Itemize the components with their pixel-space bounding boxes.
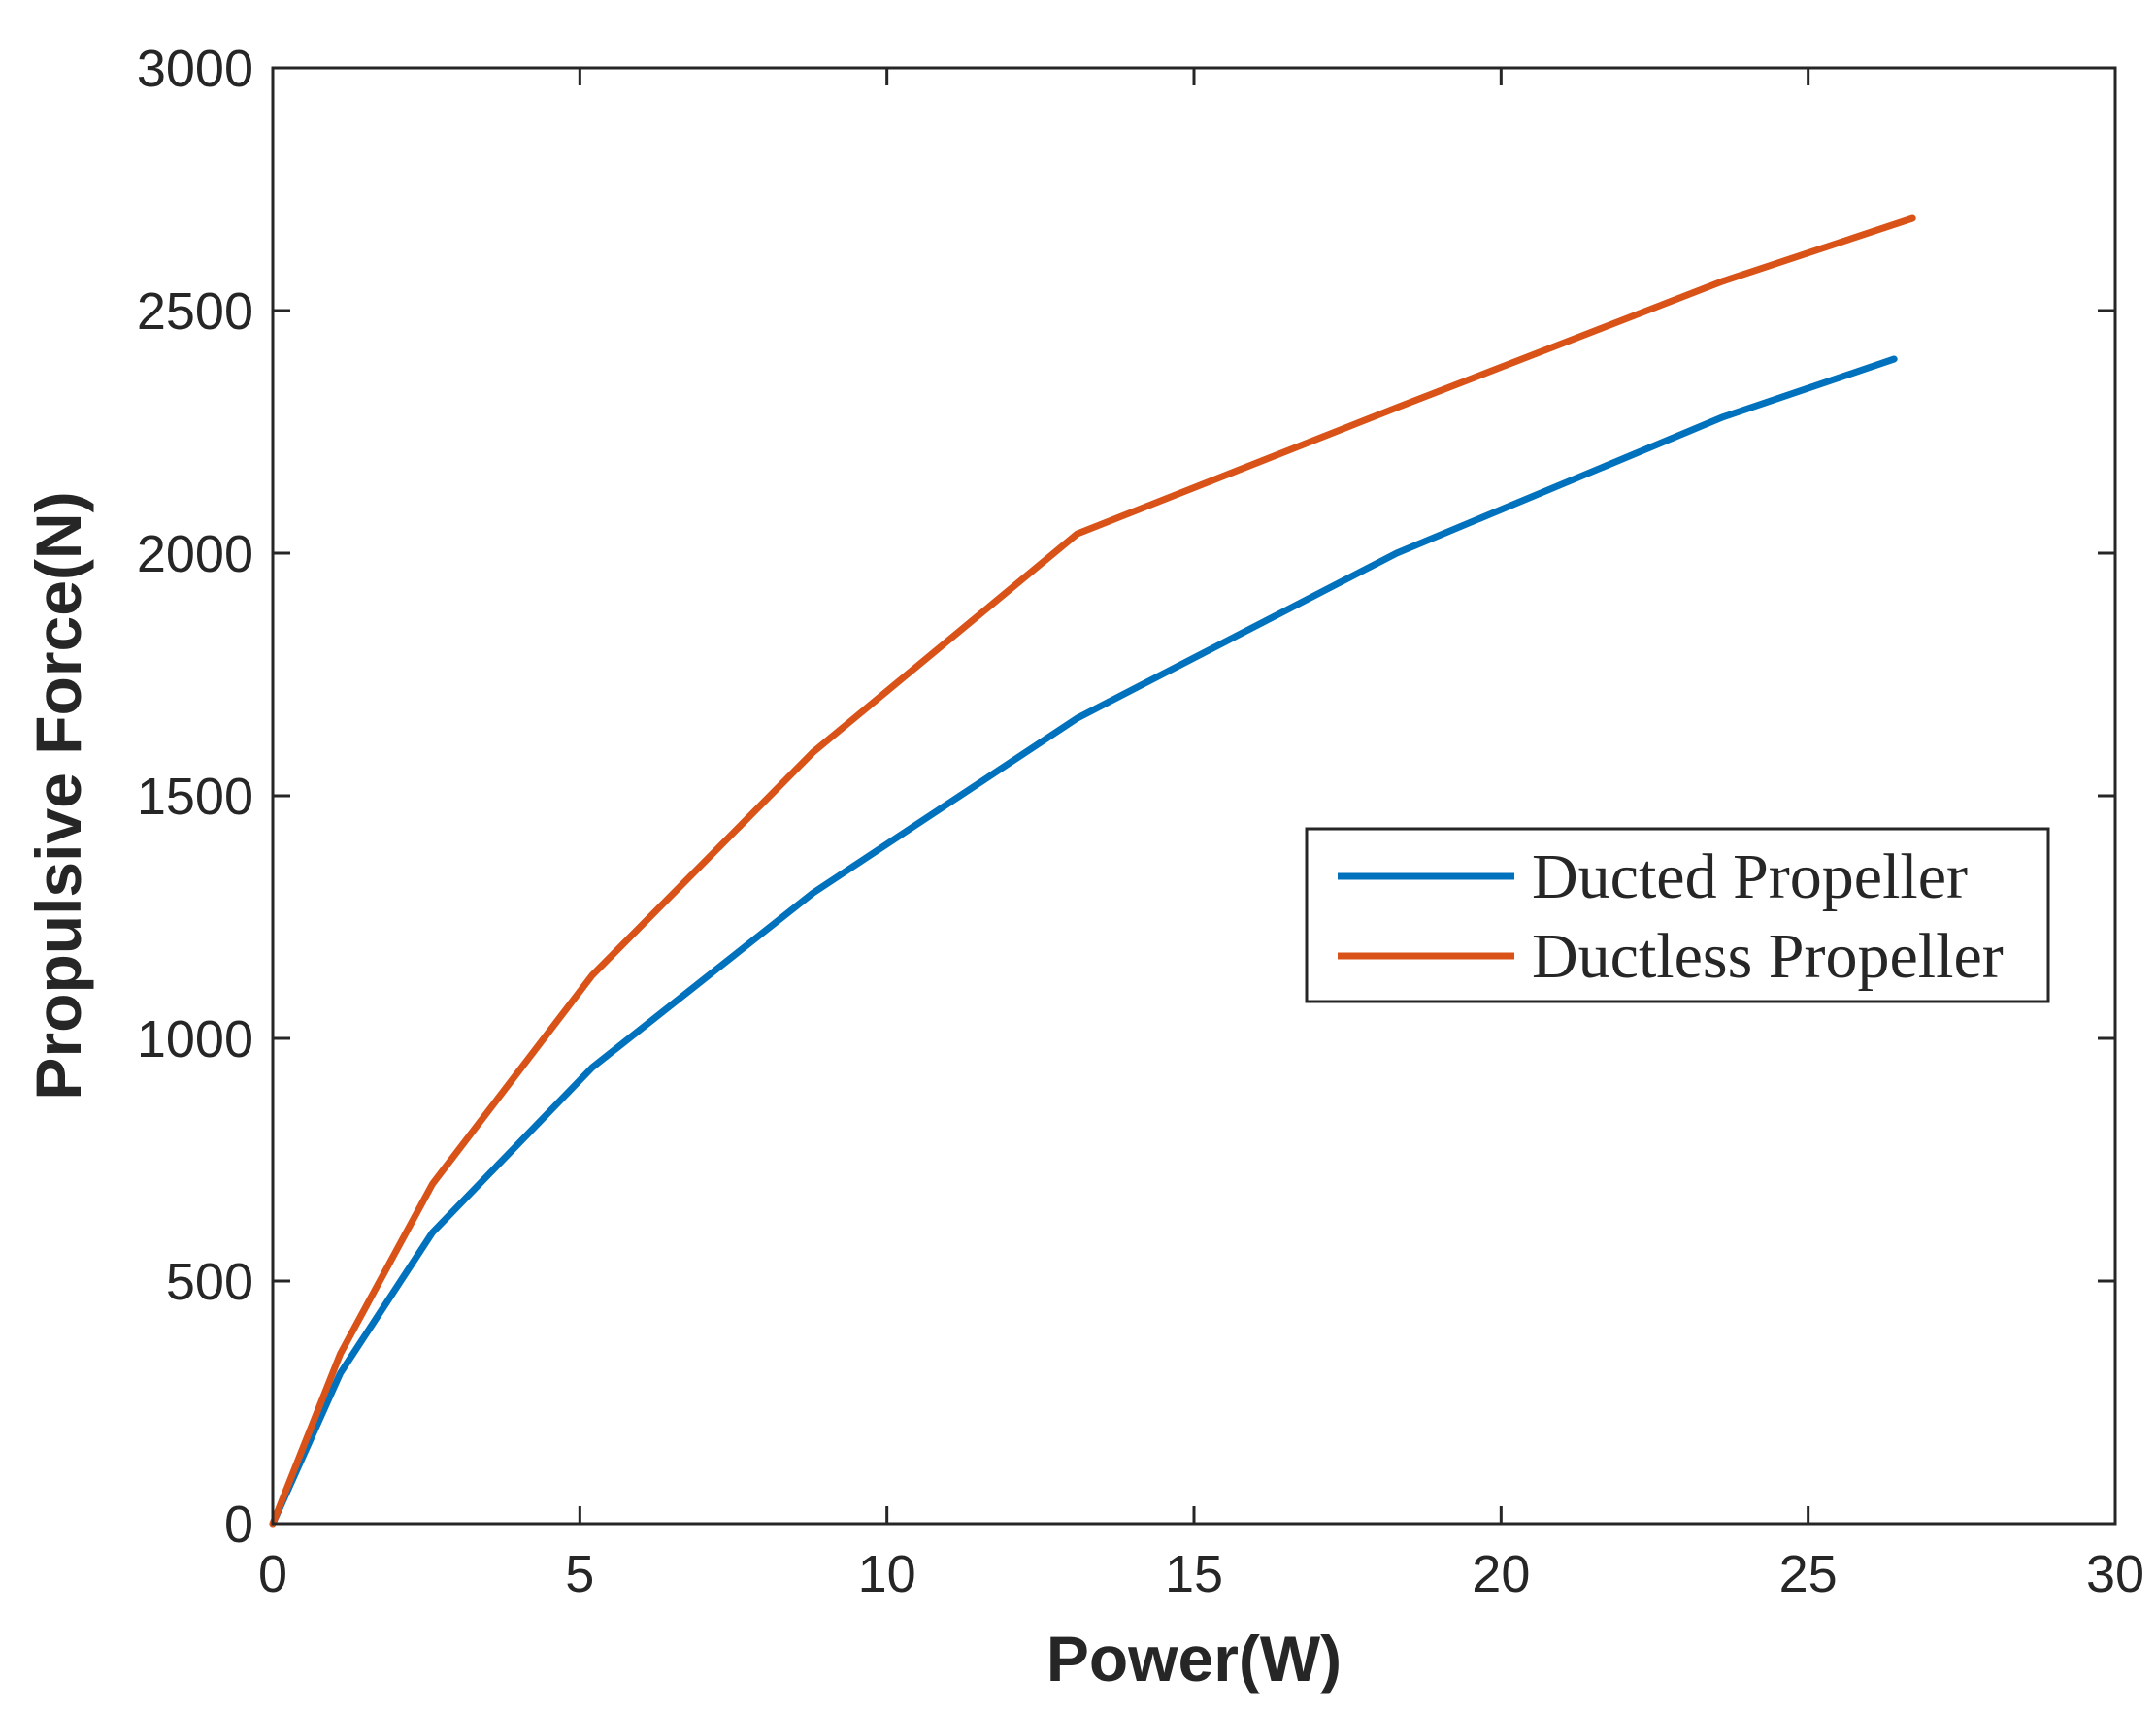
x-tick-label-25: 25	[1779, 1545, 1838, 1603]
x-tick-labels: 0 5 10 15 20 25 30	[258, 1545, 2144, 1603]
y-tick-label-3000: 3000	[137, 40, 253, 98]
y-tick-label-500: 500	[166, 1253, 253, 1311]
series-line-ducted-propeller	[269, 355, 1898, 1528]
x-tick-label-0: 0	[258, 1545, 287, 1603]
plot-frame	[271, 66, 2117, 1526]
x-tick-label-20: 20	[1472, 1545, 1530, 1603]
y-tick-label-2500: 2500	[137, 282, 253, 341]
x-tick-label-15: 15	[1165, 1545, 1223, 1603]
x-tick-label-10: 10	[858, 1545, 916, 1603]
legend: Ducted Propeller Ductless Propeller	[1305, 827, 2050, 1003]
y-tick-label-2000: 2000	[137, 525, 253, 583]
series-layer	[269, 214, 1916, 1528]
legend-label-ductless: Ductless Propeller	[1532, 921, 2004, 992]
legend-box	[1305, 827, 2050, 1003]
x-tick-label-30: 30	[2086, 1545, 2144, 1603]
y-axis-title: Propulsive Force(N)	[22, 491, 94, 1100]
y-tick-labels: 0 500 1000 1500 2000 2500 3000	[137, 40, 253, 1554]
y-tick-label-0: 0	[224, 1495, 253, 1554]
y-tick-label-1500: 1500	[137, 768, 253, 826]
x-axis-title: Power(W)	[1046, 1623, 1342, 1694]
x-tick-label-5: 5	[565, 1545, 594, 1603]
legend-label-ducted: Ducted Propeller	[1532, 841, 1968, 912]
series-line-ductless-propeller	[269, 214, 1916, 1528]
y-tick-label-1000: 1000	[137, 1010, 253, 1068]
